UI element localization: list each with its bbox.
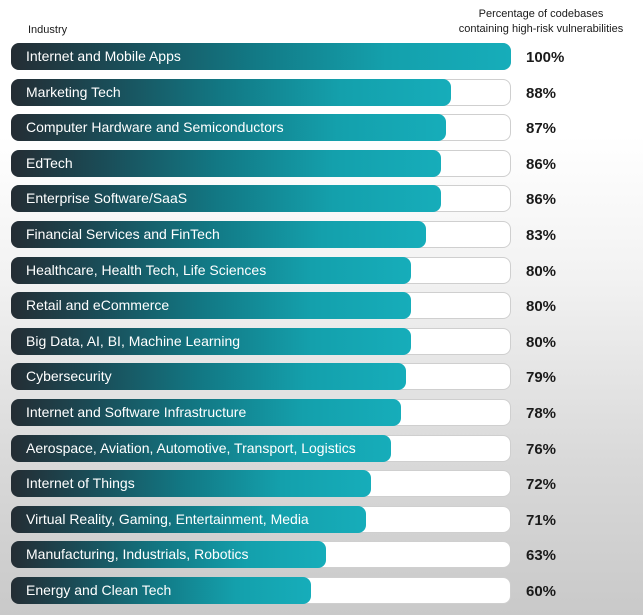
- category-label: Retail and eCommerce: [26, 297, 170, 313]
- bar: [11, 541, 326, 568]
- bar: [11, 292, 411, 319]
- value-label: 79%: [526, 369, 557, 386]
- value-label: 86%: [526, 191, 557, 208]
- percentage-header-line-2: containing high-risk vulnerabilities: [458, 23, 624, 35]
- bar: [11, 506, 366, 533]
- bar-row: EdTech 86%: [11, 150, 641, 177]
- bar: [11, 257, 411, 284]
- bar-row: Healthcare, Health Tech, Life Sciences 80…: [11, 257, 641, 284]
- value-label: 76%: [526, 441, 557, 458]
- bar-row: Internet of Things 72%: [11, 470, 641, 497]
- bar: [11, 577, 311, 604]
- value-label: 80%: [526, 263, 557, 280]
- value-label: 100%: [526, 49, 565, 66]
- bar: [11, 185, 441, 212]
- bar: [11, 114, 446, 141]
- bar-row: Financial Services and FinTech 83%: [11, 221, 641, 248]
- bar-row: Virtual Reality, Gaming, Entertainment, …: [11, 506, 641, 533]
- bar-row: Manufacturing, Industrials, Robotics 63%: [11, 541, 641, 568]
- value-label: 71%: [526, 512, 557, 529]
- percentage-header-line-1: Percentage of codebases: [478, 8, 604, 20]
- value-label: 60%: [526, 583, 557, 600]
- value-label: 63%: [526, 547, 557, 564]
- bar-row: Enterprise Software/SaaS 86%: [11, 185, 641, 212]
- bar: [11, 435, 391, 462]
- bar: [11, 221, 426, 248]
- category-label: Computer Hardware and Semiconductors: [26, 119, 284, 135]
- category-label: Financial Services and FinTech: [26, 226, 220, 242]
- bar-row: Aerospace, Aviation, Automotive, Transpo…: [11, 435, 641, 462]
- bar-row: Big Data, AI, BI, Machine Learning 80%: [11, 328, 641, 355]
- value-label: 87%: [526, 120, 557, 137]
- bar: [11, 150, 441, 177]
- value-label: 86%: [526, 156, 557, 173]
- bar-row: Computer Hardware and Semiconductors 87%: [11, 114, 641, 141]
- bar-row: Retail and eCommerce 80%: [11, 292, 641, 319]
- bar-row: Marketing Tech 88%: [11, 79, 641, 106]
- category-label: Internet of Things: [26, 475, 135, 491]
- category-label: Energy and Clean Tech: [26, 582, 172, 598]
- bar-row: Energy and Clean Tech 60%: [11, 577, 641, 604]
- industry-column-header: Industry: [28, 24, 68, 36]
- category-label: Marketing Tech: [26, 84, 121, 100]
- category-label: EdTech: [26, 155, 73, 171]
- value-label: 80%: [526, 334, 557, 351]
- bar-row: Internet and Mobile Apps 100%: [11, 43, 641, 70]
- category-label: Internet and Software Infrastructure: [26, 404, 247, 420]
- category-label: Aerospace, Aviation, Automotive, Transpo…: [26, 440, 356, 456]
- percentage-column-header: Percentage of codebases containing high-…: [448, 7, 634, 37]
- category-label: Healthcare, Health Tech, Life Sciences: [26, 262, 267, 278]
- bar-row: Internet and Software Infrastructure 78%: [11, 399, 641, 426]
- bar: [11, 363, 406, 390]
- bar: [11, 43, 511, 70]
- value-label: 80%: [526, 298, 557, 315]
- bar: [11, 79, 451, 106]
- value-label: 83%: [526, 227, 557, 244]
- bar: [11, 399, 401, 426]
- value-label: 88%: [526, 85, 557, 102]
- category-label: Big Data, AI, BI, Machine Learning: [26, 333, 241, 349]
- bar-row: Cybersecurity 79%: [11, 363, 641, 390]
- category-label: Virtual Reality, Gaming, Entertainment, …: [26, 511, 309, 527]
- value-label: 72%: [526, 476, 557, 493]
- bar: [11, 470, 371, 497]
- category-label: Internet and Mobile Apps: [26, 48, 181, 64]
- category-label: Cybersecurity: [26, 368, 112, 384]
- category-label: Manufacturing, Industrials, Robotics: [26, 546, 249, 562]
- category-label: Enterprise Software/SaaS: [26, 190, 188, 206]
- bar: [11, 328, 411, 355]
- value-label: 78%: [526, 405, 557, 422]
